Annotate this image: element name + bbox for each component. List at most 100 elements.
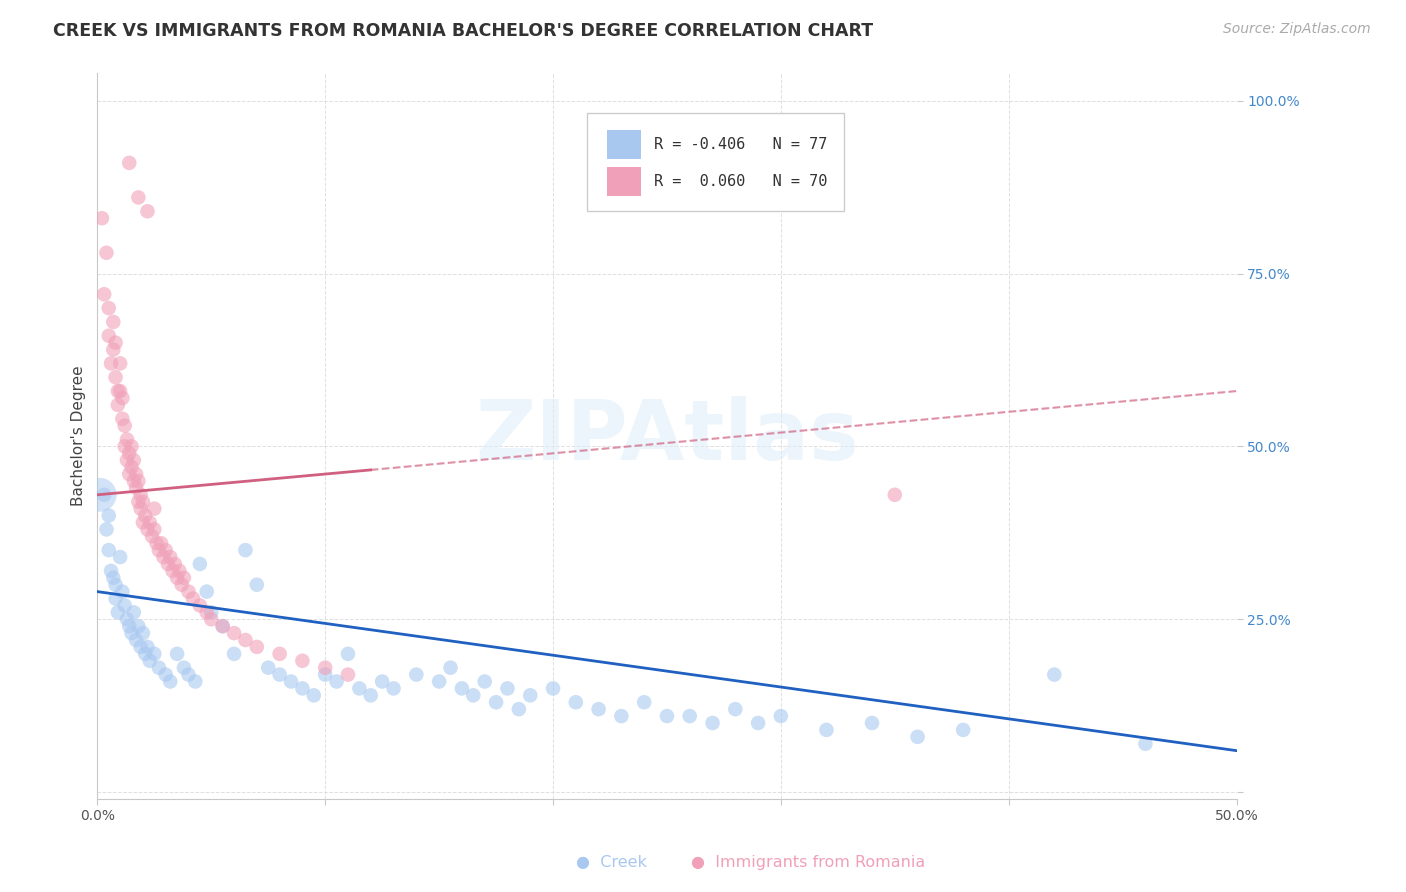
Point: [565, 695, 588, 709]
Point: [155, 543, 177, 558]
Point: [97, 328, 120, 343]
Point: [136, 640, 159, 654]
Point: [114, 599, 136, 613]
Point: [111, 391, 134, 405]
Point: [111, 411, 134, 425]
Point: [122, 474, 145, 488]
Point: [169, 564, 191, 578]
Point: [747, 716, 769, 731]
Point: [118, 467, 141, 481]
Point: [139, 654, 162, 668]
Point: [136, 204, 159, 219]
Point: [96, 522, 118, 536]
Point: [118, 619, 141, 633]
Point: [166, 571, 188, 585]
Point: [136, 522, 159, 536]
Point: [655, 709, 678, 723]
Point: [173, 571, 195, 585]
Point: [156, 557, 179, 571]
Point: [952, 723, 974, 737]
Point: [235, 633, 257, 648]
Point: [127, 494, 149, 508]
Point: [108, 549, 131, 564]
Point: [103, 343, 125, 357]
Point: [100, 356, 122, 370]
FancyBboxPatch shape: [606, 129, 641, 159]
Text: R = -0.406   N = 77: R = -0.406 N = 77: [654, 136, 828, 152]
Point: [90, 211, 112, 226]
Point: [143, 522, 166, 536]
Point: [170, 577, 193, 591]
FancyBboxPatch shape: [606, 168, 641, 196]
Point: [134, 508, 156, 523]
Point: [122, 605, 145, 619]
Point: [150, 536, 173, 550]
Point: [291, 654, 314, 668]
Point: [211, 619, 233, 633]
Point: [222, 626, 245, 640]
Point: [188, 557, 211, 571]
Point: [177, 667, 200, 681]
Point: [291, 681, 314, 696]
Point: [188, 599, 211, 613]
Point: [139, 516, 162, 530]
Point: [89, 488, 111, 502]
Point: [97, 543, 120, 558]
Text: ZIPAtlas: ZIPAtlas: [475, 395, 859, 476]
Point: [269, 667, 291, 681]
Point: [122, 453, 145, 467]
Point: [108, 384, 131, 398]
Point: [103, 571, 125, 585]
Point: [125, 467, 148, 481]
Point: [118, 156, 141, 170]
Point: [100, 564, 122, 578]
Point: [177, 584, 200, 599]
Point: [141, 529, 163, 543]
Point: [145, 536, 167, 550]
Point: [222, 647, 245, 661]
Point: [127, 619, 149, 633]
Point: [246, 640, 269, 654]
Point: [633, 695, 655, 709]
Point: [108, 356, 131, 370]
Text: Source: ZipAtlas.com: Source: ZipAtlas.com: [1223, 22, 1371, 37]
Point: [314, 661, 336, 675]
Point: [883, 488, 905, 502]
Point: [451, 681, 474, 696]
Point: [121, 460, 143, 475]
Point: [508, 702, 530, 716]
Point: [159, 549, 181, 564]
Point: [93, 488, 115, 502]
Text: CREEK VS IMMIGRANTS FROM ROMANIA BACHELOR'S DEGREE CORRELATION CHART: CREEK VS IMMIGRANTS FROM ROMANIA BACHELO…: [53, 22, 873, 40]
Point: [485, 695, 508, 709]
Point: [860, 716, 883, 731]
Point: [769, 709, 792, 723]
Point: [1135, 737, 1157, 751]
Point: [907, 730, 929, 744]
Point: [679, 709, 702, 723]
Point: [246, 577, 269, 591]
Text: ●  Creek: ● Creek: [576, 855, 647, 870]
Y-axis label: Bachelor's Degree: Bachelor's Degree: [72, 366, 86, 507]
Point: [702, 716, 724, 731]
Point: [181, 591, 204, 606]
Point: [93, 287, 115, 301]
Point: [107, 398, 129, 412]
FancyBboxPatch shape: [588, 113, 844, 211]
Point: [588, 702, 610, 716]
Point: [97, 301, 120, 315]
Point: [474, 674, 496, 689]
Point: [107, 384, 129, 398]
Point: [103, 315, 125, 329]
Point: [1043, 667, 1066, 681]
Point: [257, 661, 280, 675]
Point: [132, 516, 155, 530]
Point: [104, 577, 127, 591]
Point: [427, 674, 450, 689]
Point: [815, 723, 838, 737]
Point: [349, 681, 371, 696]
Point: [125, 481, 148, 495]
Point: [163, 557, 186, 571]
Point: [104, 335, 127, 350]
Point: [162, 564, 184, 578]
